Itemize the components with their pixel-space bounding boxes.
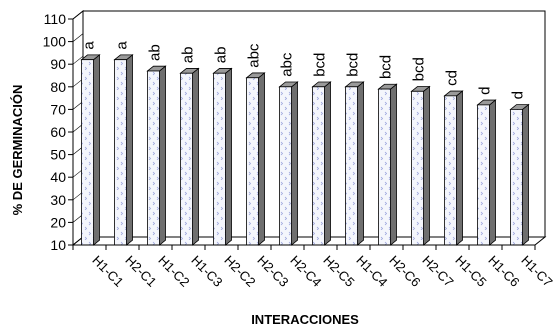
bar xyxy=(311,81,332,246)
x-tick-label: H2-C2 xyxy=(221,253,258,290)
bar xyxy=(179,67,200,246)
y-tick-label: 10 xyxy=(50,237,66,253)
x-tick-label: H2-C5 xyxy=(320,253,357,290)
x-tick-label: H2-C4 xyxy=(287,253,324,290)
bar-significance-label: bcd xyxy=(345,53,362,77)
bar-front xyxy=(312,86,325,246)
bar-side xyxy=(225,67,232,246)
bar-front xyxy=(81,59,94,246)
bar-side xyxy=(423,85,430,246)
y-tick-depth xyxy=(72,55,84,65)
bar-significance-label: a xyxy=(114,41,131,50)
bar xyxy=(509,103,530,246)
bar-side xyxy=(489,99,496,246)
bar-significance-label: bcd xyxy=(312,53,329,77)
x-axis: H1-C1H2-C1H1-C2H1-C3H2-C2H2-C3H2-C4H2-C5… xyxy=(72,244,556,290)
bar-significance-label: bcd xyxy=(378,55,395,79)
y-tick-label: 30 xyxy=(50,192,66,208)
bar-significance-label: d xyxy=(477,87,494,95)
y-tick-label: 70 xyxy=(50,101,66,117)
bar xyxy=(278,81,299,246)
bar xyxy=(344,81,365,246)
bar-side xyxy=(291,81,298,246)
bar xyxy=(377,83,398,246)
bar-side xyxy=(159,65,166,246)
bar xyxy=(476,99,497,246)
y-tick-depth xyxy=(72,33,84,42)
bar xyxy=(80,54,101,246)
bar-front xyxy=(180,72,193,246)
x-tick-label: H2-C6 xyxy=(386,253,423,290)
y-tick-depth xyxy=(72,10,84,20)
y-tick-label: 90 xyxy=(50,56,66,72)
bar-front xyxy=(114,59,127,246)
x-tick-label: H1-C5 xyxy=(452,253,489,290)
y-tick-label: 100 xyxy=(43,34,67,50)
bar-side xyxy=(522,103,529,246)
bar-front xyxy=(411,90,424,246)
bar-front xyxy=(345,86,358,246)
y-tick-label: 50 xyxy=(50,147,66,163)
plot-walls xyxy=(71,9,547,247)
bar-front xyxy=(147,70,160,246)
bar xyxy=(245,72,266,246)
y-axis-title: % DE GERMINACIÓN xyxy=(10,85,25,216)
bar-front xyxy=(444,95,457,246)
x-tick-label: H1-C1 xyxy=(89,253,126,290)
bar-front xyxy=(279,86,292,246)
bar xyxy=(113,54,134,246)
x-tick-label: H2-C7 xyxy=(419,253,456,290)
x-axis-title: INTERACCIONES xyxy=(251,312,359,327)
bar-front xyxy=(213,72,226,246)
y-tick-label: 80 xyxy=(50,79,66,95)
bar-significance-label: abc xyxy=(246,43,263,68)
x-tick-label: H1-C7 xyxy=(518,253,555,290)
bar xyxy=(410,85,431,246)
bar-significance-label: ab xyxy=(213,47,230,64)
bar-side xyxy=(126,54,133,246)
x-tick-label: H1-C6 xyxy=(485,253,522,290)
bar-front xyxy=(378,88,391,246)
y-tick-label: 20 xyxy=(50,214,66,230)
bar-significance-label: a xyxy=(81,41,98,50)
x-tick-label: H2-C1 xyxy=(122,253,159,290)
y-tick-label: 60 xyxy=(50,124,66,140)
bar-front xyxy=(510,109,523,246)
bar-significance-label: cd xyxy=(444,70,461,86)
floor xyxy=(71,236,547,246)
y-tick-label: 110 xyxy=(44,11,67,27)
bar-side xyxy=(390,83,397,246)
x-tick-label: H1-C3 xyxy=(188,253,225,290)
y-tick-label: 40 xyxy=(50,169,66,185)
x-tick-label: H2-C3 xyxy=(254,253,291,290)
bar-side xyxy=(456,90,463,246)
bar-significance-label: ab xyxy=(180,47,197,64)
bar-side xyxy=(324,81,331,246)
x-tick-label: H1-C4 xyxy=(353,253,390,290)
bar-side xyxy=(357,81,364,246)
bar xyxy=(146,65,167,246)
bar-significance-label: bcd xyxy=(411,57,428,81)
bar-side xyxy=(258,72,265,246)
bar-front xyxy=(477,104,490,246)
bar-front xyxy=(246,77,259,246)
bar-significance-label: abc xyxy=(279,52,296,77)
bar xyxy=(443,90,464,246)
bar xyxy=(212,67,233,246)
bar-side xyxy=(192,67,199,246)
bar-significance-label: ab xyxy=(147,44,164,61)
bar-side xyxy=(93,54,100,246)
bar-significance-label: d xyxy=(510,91,527,99)
x-tick-label: H1-C2 xyxy=(155,253,192,290)
